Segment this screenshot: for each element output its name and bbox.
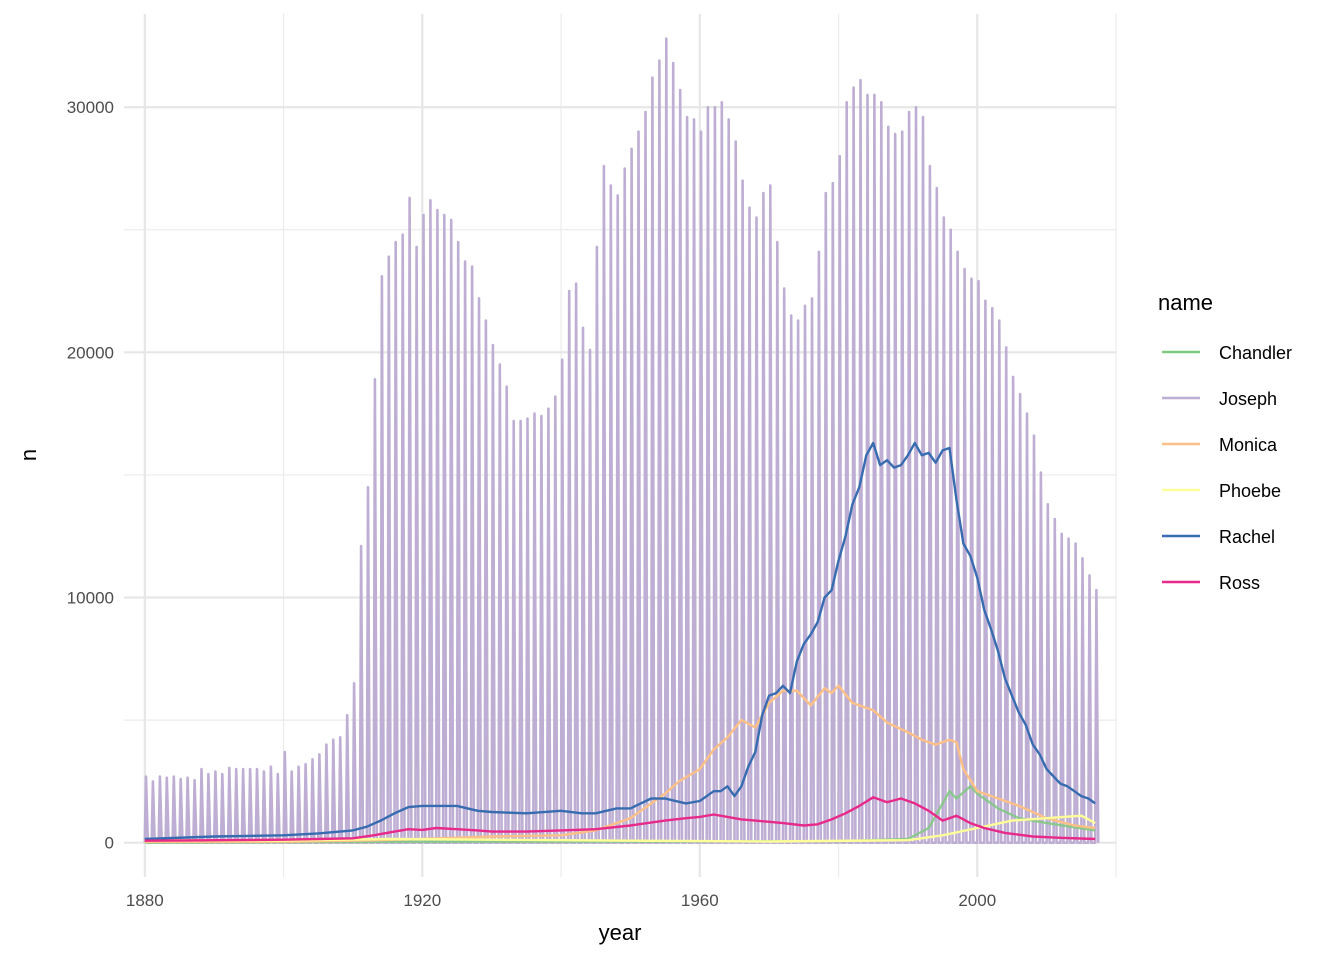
legend-label-chandler: Chandler <box>1219 343 1292 363</box>
series-line-ross <box>144 796 1096 842</box>
y-tick-label: 10000 <box>67 589 114 608</box>
y-tick-label: 30000 <box>67 98 114 117</box>
x-tick-label: 2000 <box>958 891 996 910</box>
legend-title: name <box>1158 290 1213 315</box>
series-layer <box>143 37 1100 844</box>
legend-label-monica: Monica <box>1219 435 1278 455</box>
y-axis-title: n <box>16 449 41 461</box>
x-tick-label: 1880 <box>126 891 164 910</box>
series-line-rachel <box>144 441 1096 841</box>
x-axis-tick-labels: 1880 1920 1960 2000 <box>126 891 996 910</box>
y-tick-label: 20000 <box>67 343 114 362</box>
series-line-joseph <box>143 37 1100 844</box>
x-axis-title: year <box>599 920 642 945</box>
legend: name Chandler Joseph Monica Phoebe Rachel Ros… <box>1158 290 1292 593</box>
legend-label-rachel: Rachel <box>1219 527 1275 547</box>
y-tick-label: 0 <box>105 834 114 853</box>
legend-label-ross: Ross <box>1219 573 1260 593</box>
y-axis-tick-labels: 0 10000 20000 30000 <box>67 98 114 853</box>
x-tick-label: 1960 <box>681 891 719 910</box>
legend-label-joseph: Joseph <box>1219 389 1277 409</box>
x-tick-label: 1920 <box>403 891 441 910</box>
series-line-phoebe <box>144 814 1096 843</box>
legend-label-phoebe: Phoebe <box>1219 481 1281 501</box>
legend-items: Chandler Joseph Monica Phoebe Rachel Ross <box>1162 343 1292 593</box>
